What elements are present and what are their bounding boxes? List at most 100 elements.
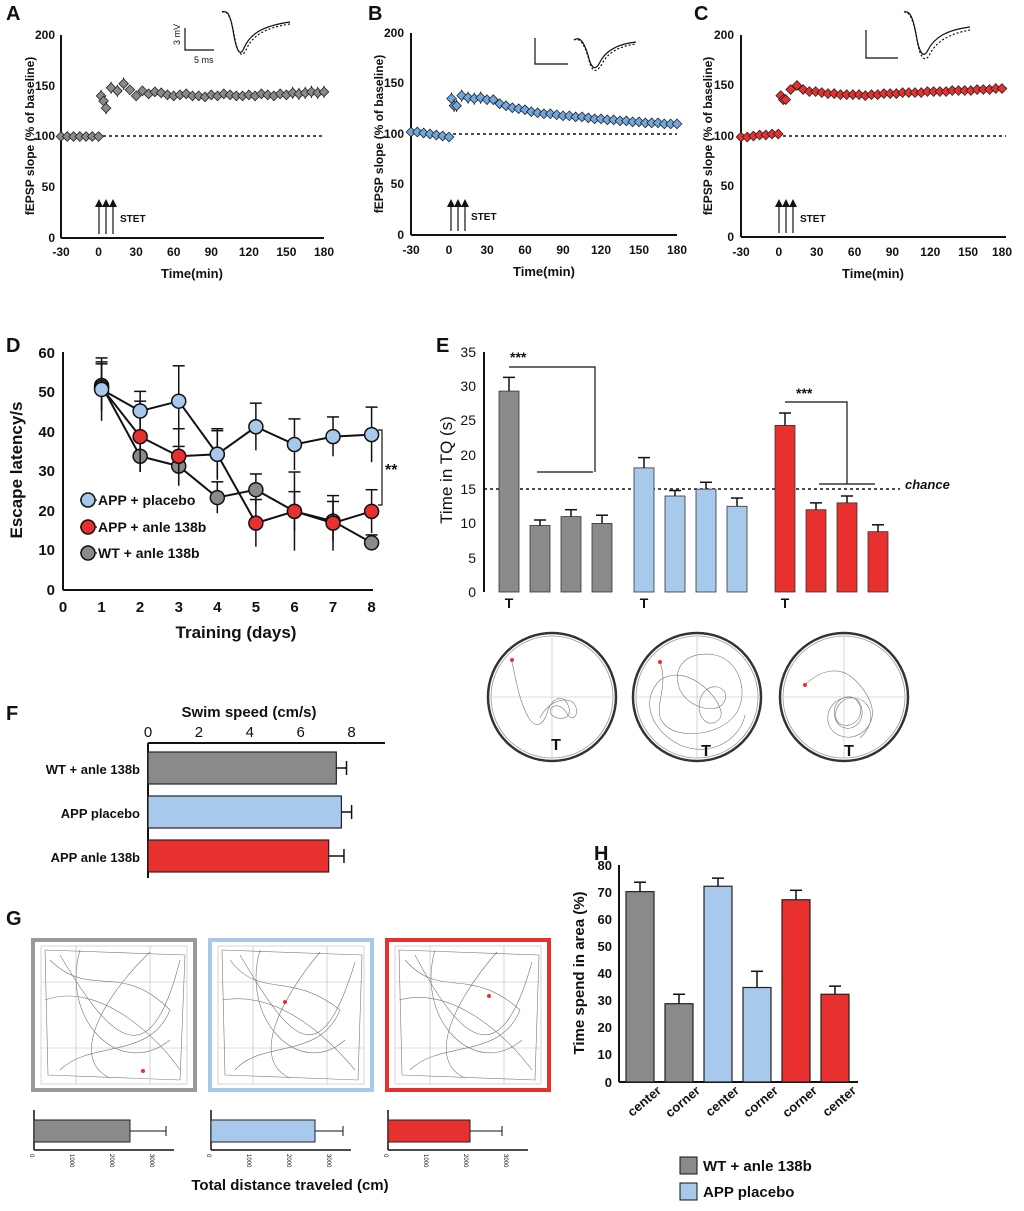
a-ytick-150: 150	[35, 79, 55, 93]
h-ytick-80: 80	[598, 858, 612, 873]
d-point-1-7	[363, 503, 380, 520]
b-point-20	[519, 104, 531, 116]
f-label-anle: APP anle 138b	[51, 850, 140, 865]
g-xtick-1-1: 1000	[245, 1154, 251, 1168]
e-sig-bracket-wt	[509, 366, 596, 472]
h-xtick-1: center	[624, 1083, 664, 1120]
a-xtick-m30: -30	[52, 245, 70, 259]
e-bar-1-1	[664, 495, 686, 593]
c-xtick-120: 120	[920, 245, 940, 259]
h-ytick-60: 60	[598, 912, 612, 927]
e-chance-label: chance	[905, 477, 950, 492]
h-legend-swatch-wt	[679, 1156, 698, 1175]
c-ytick-200: 200	[714, 28, 734, 42]
a-trace-inset	[221, 10, 291, 55]
c-point-6	[772, 128, 784, 140]
b-xtick-60: 60	[518, 243, 532, 257]
b-trace-inset	[573, 38, 637, 71]
a-point-28	[218, 88, 230, 100]
f-bar-1	[147, 795, 343, 829]
h-xtick-6: center	[819, 1083, 859, 1120]
c-x-label: Time(min)	[842, 266, 904, 281]
b-point-29	[576, 111, 588, 123]
c-ytick-0: 0	[727, 230, 734, 244]
c-xtick-m30: -30	[732, 245, 750, 259]
c-data-points	[735, 80, 1008, 143]
h-xtick-5: corner	[779, 1083, 820, 1121]
d-xtick-7: 7	[329, 599, 337, 616]
h-ytick-40: 40	[598, 966, 612, 981]
d-point-0-3	[209, 446, 226, 463]
a-point-14	[130, 90, 142, 102]
h-xtick-4: corner	[740, 1083, 781, 1121]
e-y-label: Time in TQ (s)	[437, 416, 456, 524]
e-pool-anle-t: T	[844, 743, 854, 760]
a-ytick-0: 0	[48, 231, 55, 245]
b-ytick-0: 0	[397, 228, 404, 242]
g-xtick-0-1: 1000	[68, 1154, 74, 1168]
b-point-1	[411, 126, 423, 138]
panel-label-h: H	[594, 843, 608, 865]
d-point-0-6	[325, 428, 341, 445]
d-sig-bracket	[378, 429, 383, 506]
b-point-2	[418, 127, 430, 139]
a-point-12	[118, 78, 129, 90]
d-legend-placebo: APP + placebo	[98, 492, 195, 508]
d-point-2-4	[248, 481, 264, 498]
g-xtick-1-2: 2000	[285, 1154, 291, 1168]
c-ytick-150: 150	[714, 78, 734, 92]
g-xtick-0-2: 2000	[108, 1154, 114, 1168]
d-legend-marker-placebo	[80, 492, 96, 508]
c-trace-inset	[903, 11, 971, 60]
a-ytick-50: 50	[42, 180, 56, 194]
c-stet-arrows	[775, 199, 797, 233]
g-xtick-1-0: 0	[205, 1154, 211, 1158]
g-bar-2	[387, 1119, 471, 1143]
b-point-4	[430, 129, 442, 141]
a-ytick-200: 200	[35, 28, 55, 42]
e-bar-1-2	[695, 488, 717, 593]
b-stet-arrows	[447, 199, 469, 231]
a-scale-bar	[184, 28, 214, 51]
e-pool-wt-t: T	[551, 737, 561, 754]
h-y-label: Time spend in area (%)	[571, 891, 588, 1054]
h-bar-3	[742, 986, 772, 1083]
a-point-37	[274, 88, 286, 100]
a-point-44	[318, 86, 330, 98]
h-bar-0	[625, 891, 655, 1083]
c-xtick-150: 150	[958, 245, 978, 259]
panel-label-a: A	[6, 3, 20, 25]
a-stet-label: STET	[120, 214, 146, 225]
e-bar-2-3	[867, 531, 889, 593]
c-point-21	[853, 89, 865, 100]
d-xtick-8: 8	[367, 599, 375, 616]
d-point-1-5	[286, 503, 303, 520]
e-t-label-placebo: T	[640, 595, 649, 611]
f-label-placebo: APP placebo	[61, 806, 140, 821]
d-xtick-6: 6	[290, 599, 298, 616]
b-xtick-90: 90	[556, 243, 570, 257]
d-point-0-4	[248, 419, 264, 435]
h-ytick-0: 0	[605, 1075, 612, 1090]
g-bar-1	[210, 1119, 316, 1143]
b-point-9	[451, 100, 462, 112]
g-xtick-2-3: 3000	[502, 1154, 508, 1168]
g-arena-wt	[31, 938, 197, 1092]
e-ytick-35: 35	[460, 344, 476, 360]
c-point-14	[810, 86, 821, 97]
a-point-15	[137, 85, 148, 97]
h-legend-swatch-placebo	[679, 1182, 698, 1201]
d-point-0-1	[132, 403, 148, 419]
g-xtick-0-0: 0	[28, 1154, 34, 1158]
d-xtick-3: 3	[175, 599, 183, 616]
f-xtick-4: 4	[246, 724, 254, 741]
d-ytick-50: 50	[38, 384, 55, 401]
d-point-0-7	[363, 426, 380, 443]
panel-label-d: D	[6, 335, 20, 357]
e-sig-label-anle: ***	[796, 385, 813, 401]
c-scale-bar	[865, 30, 898, 59]
a-point-6	[93, 131, 104, 142]
b-point-6	[443, 131, 455, 143]
g-xtick-2-0: 0	[382, 1154, 388, 1158]
a-point-18	[155, 87, 167, 99]
